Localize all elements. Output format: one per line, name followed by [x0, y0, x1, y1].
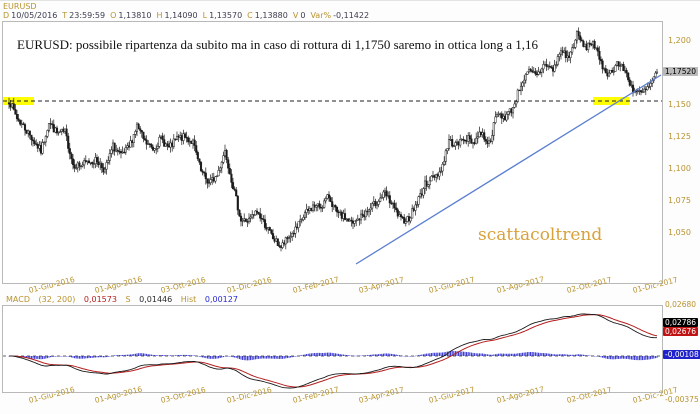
macd-header: MACD (32, 200) 0,01573 S 0,01446 Hist 0,… — [6, 295, 244, 304]
info-field-label: V — [292, 11, 299, 20]
macd-params: (32, 200) — [38, 295, 76, 304]
info-field-label: Var% — [310, 11, 332, 20]
annotation-note: EURUSD: possibile ripartenza da subito m… — [17, 37, 538, 52]
price-tick: 1,200 — [668, 36, 691, 45]
macd-value-badge: 0,02676 — [663, 327, 699, 336]
info-field-value: 1,14090 — [164, 11, 198, 20]
watermark: scattacoltrend — [478, 225, 603, 245]
macd-title: MACD — [6, 295, 30, 304]
info-field-label: O — [110, 11, 117, 20]
info-field-label: T — [62, 11, 68, 20]
info-field-value: -0,11422 — [333, 11, 370, 20]
macd-axis-tick: -0,00375 — [665, 395, 699, 404]
macd-signal-label: S — [125, 295, 131, 304]
info-field-value: 1,13810 — [118, 11, 152, 20]
macd-hist-value: 0,00127 — [204, 295, 238, 304]
info-field-value: 23:59:59 — [69, 11, 106, 20]
price-tick: 1,075 — [668, 196, 691, 205]
macd-value: 0,01573 — [83, 295, 117, 304]
macd-signal-value: 0,01446 — [139, 295, 173, 304]
macd-canvas[interactable] — [3, 306, 662, 392]
price-tick: 1,050 — [668, 228, 691, 237]
price-tick: 1,125 — [668, 132, 691, 141]
price-chart-canvas[interactable] — [3, 22, 662, 283]
info-field-value: 0 — [300, 11, 306, 20]
macd-panel — [2, 305, 663, 393]
price-tick: 1,150 — [668, 100, 691, 109]
macd-value-badge: 0,02786 — [663, 318, 699, 327]
macd-axis-tick: 0,02680 — [665, 300, 697, 309]
info-field-value: 10/05/2016 — [11, 11, 58, 20]
info-field-label: H — [156, 11, 163, 20]
price-tick: 1,100 — [668, 164, 691, 173]
price-chart-panel — [2, 21, 663, 284]
info-field-value: 1,13880 — [254, 11, 288, 20]
info-field-value: 1,13570 — [209, 11, 243, 20]
symbol-label: EURUSD — [3, 2, 37, 11]
ohlc-info-line: D 10/05/2016 T 23:59:59 O 1,13810 H 1,14090 L 1,1… — [3, 11, 369, 20]
info-field-label: L — [202, 11, 208, 20]
macd-hist-label: Hist — [180, 295, 197, 304]
last-price-badge: 1,17520 — [663, 67, 699, 76]
info-field-label: C — [247, 11, 253, 20]
info-field-label: D — [3, 11, 10, 20]
macd-value-badge: -0,00108 — [663, 350, 700, 359]
